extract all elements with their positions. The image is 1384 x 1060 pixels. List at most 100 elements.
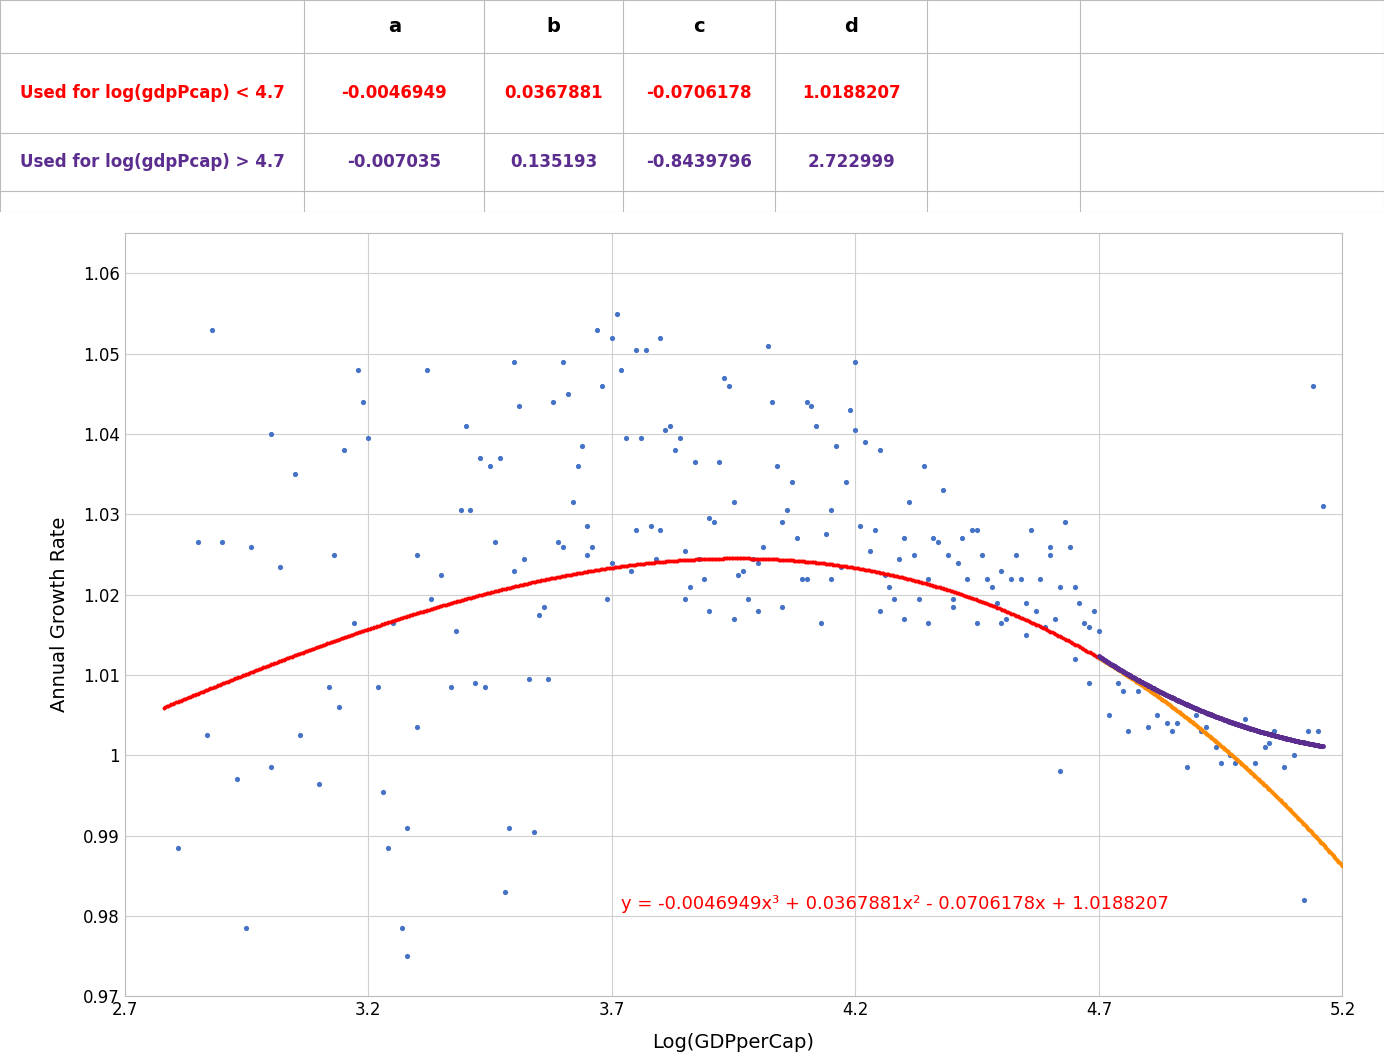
Point <box>722 494 745 511</box>
Point <box>367 678 389 695</box>
Point <box>352 393 374 410</box>
Point <box>489 449 511 466</box>
Text: a: a <box>388 17 401 36</box>
Point <box>1117 723 1139 740</box>
Point <box>805 418 828 435</box>
Point <box>703 514 725 531</box>
Point <box>1039 546 1062 563</box>
Point <box>556 386 579 403</box>
Point <box>1127 683 1149 700</box>
Point <box>289 727 311 744</box>
Point <box>668 429 691 446</box>
Point <box>941 598 963 615</box>
Point <box>1044 611 1066 628</box>
Point <box>484 534 507 551</box>
Point <box>693 570 716 587</box>
Point <box>1264 723 1286 740</box>
Point <box>347 361 370 378</box>
Point <box>1165 714 1187 731</box>
Point <box>309 775 331 792</box>
Point <box>742 550 764 567</box>
Point <box>698 510 720 527</box>
Point <box>260 759 282 776</box>
Point <box>771 514 793 531</box>
Point <box>523 824 545 841</box>
Point <box>829 559 851 576</box>
Point <box>786 530 808 547</box>
Point <box>444 622 466 639</box>
Point <box>854 434 876 450</box>
Point <box>552 353 574 370</box>
Text: 2.722999: 2.722999 <box>807 153 895 171</box>
Point <box>819 501 841 518</box>
Point <box>1194 719 1217 736</box>
Point <box>767 458 789 475</box>
Point <box>241 538 263 555</box>
Point <box>707 454 729 471</box>
Point <box>581 538 603 555</box>
Point <box>421 590 443 607</box>
Text: 0.0367881: 0.0367881 <box>504 84 603 102</box>
Point <box>454 418 476 435</box>
Point <box>440 678 462 695</box>
Point <box>776 501 799 518</box>
Point <box>991 562 1013 579</box>
Point <box>869 442 891 459</box>
Point <box>976 570 998 587</box>
Point <box>1190 723 1212 740</box>
Point <box>674 590 696 607</box>
Point <box>167 840 190 856</box>
Point <box>698 602 720 619</box>
Point <box>1030 570 1052 587</box>
Point <box>357 429 379 446</box>
Point <box>684 454 706 471</box>
Point <box>1175 759 1197 776</box>
Point <box>844 353 866 370</box>
Point <box>498 819 520 836</box>
X-axis label: Log(GDPperCap): Log(GDPperCap) <box>652 1034 815 1053</box>
Point <box>318 678 340 695</box>
Point <box>450 501 472 518</box>
Point <box>649 522 671 538</box>
Point <box>601 554 623 571</box>
Point <box>1107 674 1129 691</box>
Point <box>406 546 428 563</box>
Point <box>864 522 886 538</box>
Point <box>572 438 594 455</box>
Y-axis label: Annual Growth Rate: Annual Growth Rate <box>50 517 69 712</box>
Point <box>941 590 963 607</box>
Point <box>1078 674 1100 691</box>
Point <box>995 611 1017 628</box>
Point <box>747 602 770 619</box>
Point <box>562 494 584 511</box>
Point <box>552 538 574 555</box>
Point <box>956 570 978 587</box>
Point <box>372 783 394 800</box>
Point <box>322 546 345 563</box>
Point <box>674 542 696 559</box>
Point <box>576 518 598 535</box>
Point <box>1049 763 1071 780</box>
Point <box>844 422 866 439</box>
Point <box>713 369 735 386</box>
Point <box>688 550 710 567</box>
Point <box>591 377 613 394</box>
Text: y = -0.0046949x³ + 0.0367881x² - 0.0706178x + 1.0188207: y = -0.0046949x³ + 0.0367881x² - 0.07061… <box>621 895 1169 913</box>
Point <box>197 727 219 744</box>
Point <box>382 615 404 632</box>
Point <box>771 598 793 615</box>
Point <box>645 550 667 567</box>
Point <box>606 305 628 322</box>
Point <box>518 671 540 688</box>
Point <box>747 554 770 571</box>
Point <box>537 671 559 688</box>
Point <box>601 330 623 347</box>
Point <box>655 422 677 439</box>
Point <box>616 429 638 446</box>
Point <box>1039 538 1062 555</box>
Point <box>1034 618 1056 635</box>
Point <box>883 590 905 607</box>
Point <box>927 534 949 551</box>
Point <box>1136 719 1158 736</box>
Point <box>328 699 350 716</box>
